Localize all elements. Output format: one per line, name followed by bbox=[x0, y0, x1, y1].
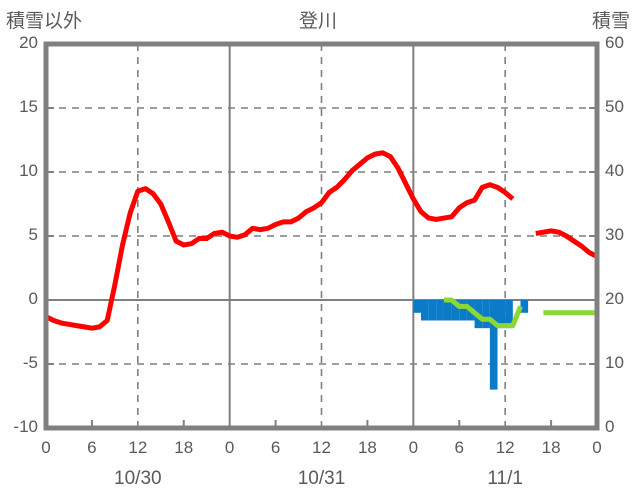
left-tick-label: 20 bbox=[19, 33, 38, 52]
left-axis-title: 積雪以外 bbox=[6, 11, 83, 32]
x-tick-label: 12 bbox=[495, 438, 515, 457]
precipitation-bar bbox=[413, 300, 421, 313]
x-tick-label: 6 bbox=[270, 438, 281, 457]
x-tick-label: 12 bbox=[128, 438, 148, 457]
x-tick-label: 6 bbox=[454, 438, 464, 457]
right-tick-label: 60 bbox=[605, 33, 624, 52]
x-tick-label: 0 bbox=[592, 438, 602, 457]
left-tick-label: 5 bbox=[28, 225, 38, 244]
precipitation-bar bbox=[428, 300, 437, 321]
right-axis-title: 積雪 bbox=[591, 11, 630, 32]
right-tick-label: 10 bbox=[605, 353, 624, 372]
right-tick-label: 50 bbox=[605, 97, 624, 116]
grid-layer bbox=[46, 44, 597, 428]
x-tick-label: 6 bbox=[87, 438, 97, 457]
x-tick-label: 18 bbox=[357, 438, 377, 457]
x-tick-label: 18 bbox=[174, 438, 194, 457]
x-tick-label: 0 bbox=[408, 438, 419, 457]
precipitation-bar bbox=[505, 300, 513, 329]
tick-layer bbox=[46, 107, 597, 428]
precipitation-bar bbox=[489, 300, 498, 390]
precipitation-bar bbox=[443, 300, 452, 321]
x-tick-label: 0 bbox=[224, 438, 235, 457]
x-tick-label: 12 bbox=[312, 438, 331, 457]
snow-depth-line bbox=[443, 297, 523, 329]
precipitation-bar bbox=[497, 300, 506, 329]
right-tick-label: 0 bbox=[605, 417, 615, 436]
left-tick-label: 0 bbox=[28, 289, 38, 308]
precipitation-bar bbox=[459, 300, 467, 321]
precipitation-bar bbox=[482, 300, 490, 329]
precipitation-bar bbox=[420, 300, 429, 321]
precipitation-bar bbox=[451, 300, 460, 321]
x-tick-label: 0 bbox=[41, 438, 51, 457]
left-tick-label: -5 bbox=[22, 353, 38, 372]
x-tick-label: 18 bbox=[541, 438, 561, 457]
day-label: 10/31 bbox=[297, 468, 346, 489]
day-label: 10/30 bbox=[114, 468, 162, 489]
left-tick-label: -10 bbox=[13, 417, 38, 436]
precipitation-bar bbox=[436, 300, 444, 321]
right-tick-label: 40 bbox=[605, 161, 624, 180]
chart-title: 登川 bbox=[298, 11, 337, 32]
left-tick-label: 10 bbox=[19, 161, 38, 180]
temperature-line bbox=[535, 228, 599, 259]
temperature-line bbox=[44, 150, 515, 331]
right-tick-label: 30 bbox=[605, 225, 624, 244]
left-tick-label: 15 bbox=[19, 97, 38, 116]
day-label: 11/1 bbox=[487, 468, 523, 489]
data-layer bbox=[44, 150, 599, 431]
precipitation-bar bbox=[520, 300, 529, 313]
right-tick-label: 20 bbox=[605, 289, 624, 308]
